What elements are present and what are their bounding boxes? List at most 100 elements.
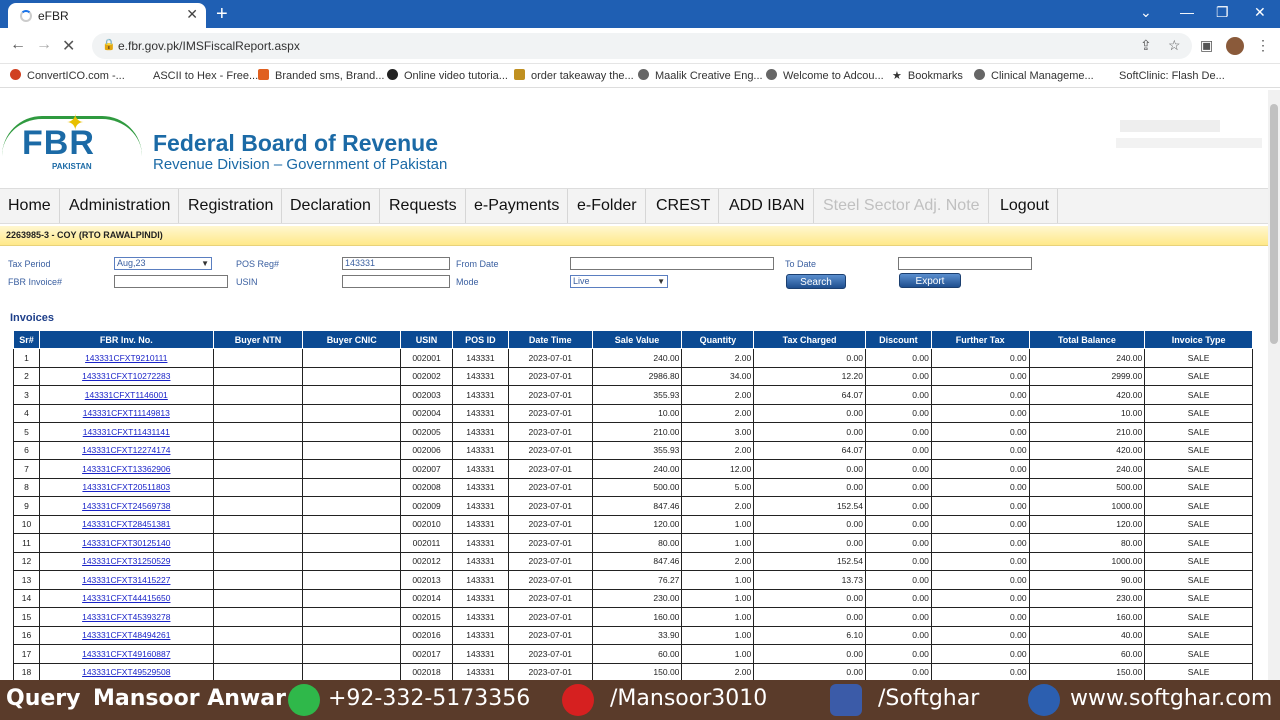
table-cell: 002017 — [400, 644, 453, 664]
invoice-link[interactable]: 143331CFXT28451381 — [82, 519, 171, 530]
invoice-link[interactable]: 143331CFXT24569738 — [82, 500, 171, 511]
menu-crest[interactable]: CREST — [648, 189, 720, 223]
table-cell: 0.00 — [864, 440, 932, 460]
menu-registration[interactable]: Registration — [180, 189, 283, 223]
bookmark-item[interactable]: Welcome to Adcou... — [766, 69, 884, 82]
invoice-link[interactable]: 143331CFXT49529508 — [82, 667, 171, 678]
table-row: 14 143331CFXT44415650 002014 143331 2023-07-… — [13, 588, 1253, 608]
new-tab-button[interactable]: + — [216, 3, 228, 25]
page-scrollbar[interactable] — [1268, 90, 1280, 680]
bookmark-item[interactable]: ASCII to Hex - Free... — [136, 69, 258, 82]
table-cell: 2 — [13, 366, 40, 386]
bookmark-item[interactable]: Maalik Creative Eng... — [638, 69, 763, 82]
scrollbar-thumb[interactable] — [1270, 104, 1278, 344]
table-cell: 152.54 — [753, 551, 866, 571]
table-cell: 143331CFXT28451381 — [38, 514, 214, 534]
menu-administration[interactable]: Administration — [61, 189, 180, 223]
table-cell: 002016 — [400, 625, 453, 645]
table-cell: SALE — [1144, 348, 1253, 368]
from-date-input[interactable] — [570, 257, 774, 270]
url-field[interactable]: 🔒 e.fbr.gov.pk/IMSFiscalReport.aspx — [92, 33, 1192, 59]
table-cell: 0.00 — [930, 570, 1030, 590]
menu-home[interactable]: Home — [0, 189, 60, 223]
contact-phone: +92-332-5173356 — [328, 686, 531, 711]
invoice-link[interactable]: 143331CFXT20511803 — [82, 482, 171, 493]
table-cell: 2.00 — [681, 662, 755, 680]
menu-declaration[interactable]: Declaration — [282, 189, 380, 223]
table-row: 17 143331CFXT49160887 002017 143331 2023-07-… — [13, 644, 1253, 664]
browser-tab[interactable]: eFBR ✕ — [8, 3, 206, 28]
bookmark-item[interactable]: ConvertICO.com -... — [10, 69, 125, 82]
to-date-input[interactable] — [898, 257, 1032, 270]
bookmark-item[interactable]: Online video tutoria... — [387, 69, 508, 82]
table-cell: 33.90 — [591, 625, 683, 645]
table-cell: 0.00 — [864, 514, 932, 534]
invoice-link[interactable]: 143331CFXT44415650 — [82, 593, 171, 604]
sidepanel-icon[interactable]: ▣ — [1200, 37, 1214, 53]
menu-e-folder[interactable]: e-Folder — [569, 189, 646, 223]
bookmark-item[interactable]: Clinical Manageme... — [974, 69, 1094, 82]
invoice-link[interactable]: 143331CFXT11431141 — [82, 426, 170, 437]
invoice-link[interactable]: 143331CFXT13362906 — [82, 463, 171, 474]
menu-requests[interactable]: Requests — [381, 189, 466, 223]
invoice-link[interactable]: 143331CFXT11149813 — [82, 408, 170, 419]
table-cell: 240.00 — [591, 348, 683, 368]
invoice-link[interactable]: 143331CFXT45393278 — [82, 611, 171, 622]
table-cell: 002018 — [400, 662, 453, 680]
back-icon[interactable]: ← — [10, 36, 26, 53]
table-cell: 152.54 — [753, 496, 866, 516]
table-cell: 143331 — [451, 514, 509, 534]
table-cell: 90.00 — [1028, 570, 1146, 590]
table-cell — [302, 588, 402, 608]
table-cell: 143331CFXT9210111 — [38, 348, 214, 368]
window-close-icon[interactable]: ✕ — [1254, 4, 1266, 20]
table-cell — [302, 570, 402, 590]
invoice-link[interactable]: 143331CFXT48494261 — [82, 630, 171, 641]
bookmark-item[interactable]: order takeaway the... — [514, 69, 634, 82]
menu-logout[interactable]: Logout — [992, 189, 1058, 223]
search-button[interactable]: Search — [786, 274, 846, 289]
menu-e-payments[interactable]: e-Payments — [466, 189, 569, 223]
forward-icon[interactable]: → — [36, 36, 52, 53]
tab-search-icon[interactable]: ⌄ — [1140, 4, 1152, 20]
export-button[interactable]: Export — [899, 273, 961, 288]
invoice-link[interactable]: 143331CFXT49160887 — [82, 648, 171, 659]
table-cell: 0.00 — [864, 551, 932, 571]
share-icon[interactable]: ⇪ — [1140, 37, 1152, 53]
table-cell — [212, 588, 304, 608]
invoice-link[interactable]: 143331CFXT9210111 — [85, 352, 168, 363]
table-cell: 0.00 — [930, 348, 1030, 368]
star-icon[interactable]: ☆ — [1168, 37, 1181, 53]
bookmark-item[interactable]: Branded sms, Brand... — [258, 69, 384, 82]
url-text: e.fbr.gov.pk/IMSFiscalReport.aspx — [118, 39, 300, 53]
minimize-icon[interactable]: — — [1180, 4, 1194, 20]
table-cell — [212, 533, 304, 553]
stop-icon[interactable]: ✕ — [62, 38, 76, 55]
profile-avatar[interactable] — [1226, 37, 1244, 55]
page-content: ✦ FBR PAKISTAN Federal Board of Revenue … — [0, 90, 1268, 680]
bookmark-item[interactable]: SoftClinic: Flash De... — [1102, 69, 1225, 82]
table-cell: 2023-07-01 — [507, 514, 593, 534]
table-row: 12 143331CFXT31250529 002012 143331 2023-07-… — [13, 551, 1253, 571]
menu-add-iban[interactable]: ADD IBAN — [721, 189, 814, 223]
table-cell: SALE — [1144, 588, 1253, 608]
invoice-link[interactable]: 143331CFXT31250529 — [82, 556, 171, 567]
invoice-link[interactable]: 143331CFXT12274174 — [82, 445, 171, 456]
invoice-link[interactable]: 143331CFXT10272283 — [82, 371, 171, 382]
invoice-link[interactable]: 143331CFXT1146001 — [84, 389, 168, 400]
tax-period-select[interactable]: Aug,23 ▼ — [114, 257, 212, 270]
usin-input[interactable] — [342, 275, 450, 288]
pos-reg-input[interactable]: 143331 — [342, 257, 450, 270]
invoice-link[interactable]: 143331CFXT31415227 — [82, 574, 171, 585]
tab-close-icon[interactable]: ✕ — [186, 6, 198, 22]
table-cell: 0.00 — [930, 625, 1030, 645]
column-header: Invoice Type — [1144, 330, 1253, 349]
fbr-invoice-input[interactable] — [114, 275, 228, 288]
table-cell: 0.00 — [864, 403, 932, 423]
menu-dots-icon[interactable]: ⋮ — [1256, 37, 1270, 53]
mode-select[interactable]: Live ▼ — [570, 275, 668, 288]
invoice-link[interactable]: 143331CFXT30125140 — [82, 537, 171, 548]
table-cell: 240.00 — [1028, 459, 1146, 479]
bookmark-folder[interactable]: ★ Bookmarks — [892, 70, 963, 82]
maximize-icon[interactable]: ❐ — [1216, 4, 1229, 20]
